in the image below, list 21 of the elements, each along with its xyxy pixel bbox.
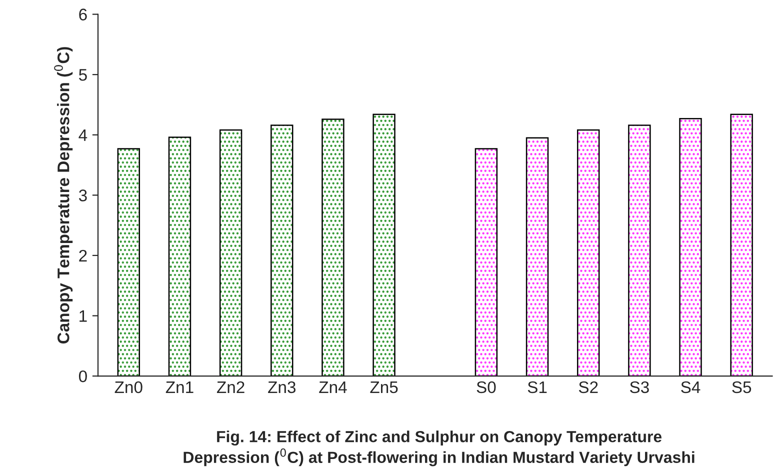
y-tick-label: 6 <box>79 8 87 20</box>
x-tick-label: S1 <box>528 381 547 394</box>
x-tick-label: Zn1 <box>166 382 194 393</box>
x-tick-label: Zn0 <box>114 381 142 394</box>
text: Fig. 14: Effect of Zinc and Sulphur on Canopy Temperature Depression ($^{0}$C) at Post-flowering in Indian Mustard Variety Urvashi <box>184 430 694 466</box>
x-tick-label: Zn4 <box>319 382 347 393</box>
y-tick-label: 3 <box>78 190 87 202</box>
x-tick-label: S5 <box>732 381 752 394</box>
y-tick-label: 4 <box>78 129 88 141</box>
y-tick-label: 0 <box>78 370 87 382</box>
x-tick-label: S2 <box>578 381 598 394</box>
y-tick-label: 1 <box>80 310 87 322</box>
y-tick-label: 5 <box>78 69 87 81</box>
x-tick-label: S3 <box>630 381 649 394</box>
x-tick-label: S4 <box>681 381 700 394</box>
x-tick-label: Zn5 <box>370 382 398 394</box>
y-axis-title: Canopy Temperature Depression ($^{0}$C) <box>54 47 73 344</box>
x-tick-label: Zn3 <box>268 381 296 394</box>
x-tick-label: S0 <box>476 381 496 394</box>
y-tick-label: 2 <box>79 250 87 262</box>
x-tick-label: Zn2 <box>216 381 244 393</box>
